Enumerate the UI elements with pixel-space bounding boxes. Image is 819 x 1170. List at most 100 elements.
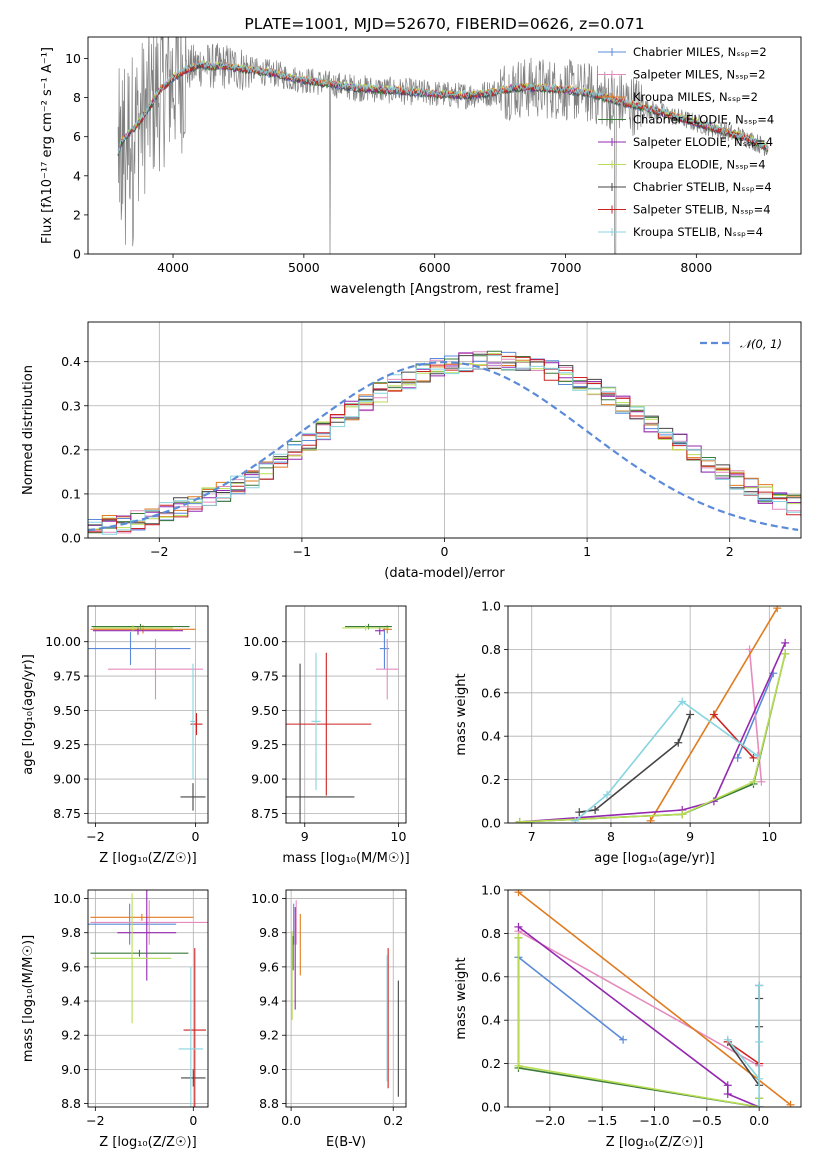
axes-frame bbox=[87, 889, 209, 1108]
x-tick-label: −2 bbox=[150, 544, 168, 559]
y-tick-label: 6 bbox=[73, 129, 81, 144]
errorbar-point bbox=[88, 903, 177, 945]
legend-label: Chabrier STELIB, Nₛₛₚ=4 bbox=[633, 180, 772, 194]
weight-marker bbox=[514, 890, 523, 897]
errorbar-point bbox=[90, 900, 208, 945]
y-axis-label: Flux [fλ10⁻¹⁷ erg cm⁻² s⁻¹ A⁻¹] bbox=[40, 47, 55, 244]
y-tick-label: 9.8 bbox=[61, 925, 81, 940]
legend-label: Salpeter MILES, Nₛₛₚ=2 bbox=[633, 68, 766, 82]
errorbar-point bbox=[180, 783, 206, 811]
x-axis-label: wavelength [Angstrom, rest frame] bbox=[330, 282, 559, 297]
y-tick-label: 0.8 bbox=[481, 926, 501, 941]
y-tick-label: 0.6 bbox=[481, 685, 501, 700]
weight-line bbox=[727, 985, 760, 1088]
y-tick-label: 9.2 bbox=[61, 1028, 81, 1043]
legend-label: Kroupa MILES, Nₛₛₚ=2 bbox=[633, 90, 758, 104]
axes-frame bbox=[507, 605, 802, 824]
errorbar-point bbox=[183, 948, 207, 1107]
axes-frame bbox=[87, 605, 209, 824]
weight-line bbox=[518, 891, 791, 1106]
y-tick-label: 9.4 bbox=[61, 994, 81, 1009]
legend-label: Salpeter STELIB, Nₛₛₚ=4 bbox=[633, 203, 771, 217]
y-axis-label: mass [log₁₀(M/M☉)] bbox=[21, 935, 36, 1062]
x-axis-label: Z [log₁₀(Z/Z☉)] bbox=[606, 1135, 703, 1150]
weight-marker bbox=[723, 1035, 732, 1044]
y-tick-label: 9.25 bbox=[251, 737, 279, 752]
legend: Chabrier MILES, Nₛₛₚ=2 Salpeter MILES, Nₛ… bbox=[598, 45, 774, 239]
plot-area bbox=[88, 350, 801, 535]
y-tick-label: 9.50 bbox=[53, 703, 81, 718]
y-tick-label: 9.00 bbox=[251, 772, 279, 787]
panel-mass-vs-Z: −2 0 8.8 9.0 9.2 9.4 9.6 9.8 10.0 Z [log₁₀(Z/Z☉)]… bbox=[21, 889, 209, 1150]
panel-weight-vs-Z: −2.0 −1.5 −1.0 −0.5 0.0 0.0 0.2 0.4 0.6 0.8 1.0 Z [… bbox=[454, 883, 802, 1150]
y-tick-label: 0.2 bbox=[61, 442, 81, 457]
x-tick-label: −1 bbox=[293, 544, 311, 559]
weight-marker bbox=[571, 816, 580, 823]
y-tick-label: 9.75 bbox=[251, 669, 279, 684]
x-tick-label: 10 bbox=[761, 829, 777, 844]
y-tick-label: 9.25 bbox=[53, 737, 81, 752]
errorbar-point bbox=[190, 713, 203, 736]
x-tick-label: 9 bbox=[301, 829, 309, 844]
weight-marker bbox=[674, 738, 683, 747]
weight-marker bbox=[646, 816, 655, 823]
x-axis-label: (data-model)/error bbox=[384, 566, 505, 581]
weight-marker bbox=[678, 810, 687, 819]
weight-marker bbox=[749, 777, 758, 786]
axes-frame bbox=[87, 36, 802, 255]
errorbar-point bbox=[181, 1069, 206, 1087]
y-axis-label: mass weight bbox=[454, 673, 469, 755]
weight-line bbox=[518, 956, 624, 1041]
y-tick-label: 0.0 bbox=[61, 531, 81, 546]
weight-marker bbox=[602, 790, 611, 799]
x-tick-label: −0.5 bbox=[692, 1113, 722, 1128]
x-tick-label: 9 bbox=[686, 829, 694, 844]
y-tick-label: 0.6 bbox=[481, 969, 501, 984]
errorbar-point bbox=[90, 949, 189, 957]
y-tick-label: 10.00 bbox=[243, 634, 279, 649]
histogram-step bbox=[88, 351, 801, 531]
y-tick-label: 2 bbox=[73, 207, 81, 222]
legend-label: Salpeter ELODIE, Nₛₛₚ=4 bbox=[633, 135, 773, 149]
panel-mass-vs-ebv: 0.0 0.2 8.8 9.0 9.2 9.4 9.6 9.8 10.0 E(B-V) bbox=[251, 889, 407, 1150]
y-tick-label: 9.8 bbox=[259, 925, 279, 940]
histogram-step bbox=[88, 351, 801, 534]
x-tick-label: 0.0 bbox=[281, 1113, 301, 1128]
x-tick-label: −2.0 bbox=[535, 1113, 565, 1128]
y-tick-label: 0.0 bbox=[481, 1100, 501, 1115]
plot-area bbox=[117, 37, 769, 254]
x-tick-label: 0.0 bbox=[749, 1113, 769, 1128]
weight-line bbox=[518, 926, 760, 1107]
plot-area bbox=[291, 900, 399, 1097]
y-tick-label: 9.50 bbox=[251, 703, 279, 718]
weight-line bbox=[727, 985, 760, 1107]
errorbar-point bbox=[117, 890, 177, 981]
errorbar-point bbox=[178, 966, 204, 1107]
y-tick-label: 9.4 bbox=[259, 994, 279, 1009]
axes-frame bbox=[285, 889, 407, 1108]
weight-line bbox=[713, 713, 755, 759]
errorbar-point bbox=[88, 632, 191, 666]
weight-marker bbox=[619, 1035, 628, 1044]
y-tick-label: 0.4 bbox=[61, 354, 81, 369]
errorbar-point bbox=[108, 638, 203, 700]
y-tick-label: 0 bbox=[73, 247, 81, 262]
x-axis-label: Z [log₁₀(Z/Z☉)] bbox=[99, 1135, 196, 1150]
weight-marker bbox=[515, 817, 524, 823]
histogram-step bbox=[88, 354, 801, 533]
panel-age-vs-Z: −2 0 8.75 9.00 9.25 9.50 9.75 10.00 Z [log₁₀(Z/Z… bbox=[21, 605, 209, 866]
weight-marker bbox=[773, 606, 782, 613]
histogram-step bbox=[88, 359, 801, 531]
errorbar-point bbox=[376, 638, 399, 700]
plot-area bbox=[515, 606, 790, 823]
histogram-step bbox=[88, 352, 801, 530]
plot-area bbox=[88, 623, 206, 811]
weight-marker bbox=[514, 1061, 523, 1070]
weight-marker bbox=[781, 638, 790, 647]
legend-label: Kroupa ELODIE, Nₛₛₚ=4 bbox=[633, 158, 766, 172]
x-tick-label: 0 bbox=[441, 544, 449, 559]
y-tick-label: 0.8 bbox=[481, 642, 501, 657]
histogram-step bbox=[88, 353, 801, 530]
histogram-step bbox=[88, 350, 801, 534]
x-tick-label: −2 bbox=[86, 829, 104, 844]
